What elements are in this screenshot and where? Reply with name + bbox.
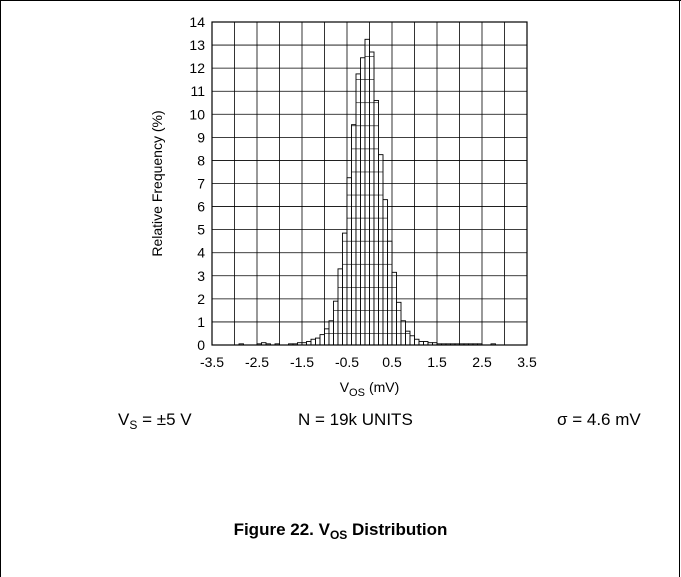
x-axis-label-main: V bbox=[340, 379, 350, 395]
plot-border bbox=[211, 21, 528, 346]
histogram-bar bbox=[333, 300, 339, 346]
histogram-bar bbox=[391, 271, 397, 346]
y-tick-label: 11 bbox=[190, 83, 205, 99]
histogram-bar bbox=[369, 51, 375, 346]
x-tick-label: -2.5 bbox=[245, 354, 269, 370]
supply-voltage-subscript: S bbox=[129, 418, 138, 432]
x-tick-label: -3.5 bbox=[200, 354, 224, 370]
x-axis-label-sub: OS bbox=[349, 387, 365, 399]
y-tick-label: 6 bbox=[197, 199, 205, 215]
x-tick-label: -0.5 bbox=[335, 354, 359, 370]
x-tick-label: 3.5 bbox=[517, 354, 537, 370]
histogram-bar bbox=[346, 177, 352, 346]
histogram-bar bbox=[414, 338, 420, 346]
y-tick-label: 3 bbox=[197, 268, 205, 284]
histogram-bar bbox=[342, 232, 348, 346]
x-axis-label-unit: (mV) bbox=[369, 379, 399, 395]
x-tick-label: 2.5 bbox=[472, 354, 492, 370]
histogram-bar bbox=[360, 57, 366, 346]
histogram-bar bbox=[409, 335, 415, 346]
supply-voltage-condition: VS = ±5 V bbox=[118, 410, 192, 432]
y-tick-label: 5 bbox=[197, 222, 205, 238]
histogram-bar bbox=[315, 337, 321, 346]
histogram-bar bbox=[382, 199, 388, 346]
y-tick-label: 2 bbox=[197, 291, 205, 307]
y-tick-label: 8 bbox=[197, 152, 205, 168]
x-tick-label: 1.5 bbox=[427, 354, 447, 370]
supply-voltage-value: = ±5 V bbox=[137, 410, 192, 429]
y-tick-label: 0 bbox=[197, 337, 205, 353]
histogram-bar bbox=[324, 328, 330, 346]
supply-voltage-symbol: V bbox=[118, 410, 130, 429]
caption-suffix: Distribution bbox=[347, 520, 448, 539]
y-axis-label: Relative Frequency (%) bbox=[149, 110, 165, 256]
x-axis-label: VOS (mV) bbox=[340, 379, 400, 399]
sigma-condition: σ = 4.6 mV bbox=[557, 410, 641, 429]
histogram-bar bbox=[387, 240, 393, 346]
caption-subscript: OS bbox=[329, 528, 348, 542]
unit-count-condition: N = 19k UNITS bbox=[298, 410, 413, 429]
histogram-bar bbox=[400, 320, 406, 346]
frame-top-border bbox=[0, 0, 681, 1]
histogram-bar bbox=[310, 338, 316, 346]
y-tick-label: 7 bbox=[197, 176, 205, 192]
histogram-bar bbox=[396, 301, 402, 346]
y-tick-label: 12 bbox=[189, 60, 205, 76]
y-tick-label: 9 bbox=[197, 129, 205, 145]
caption-prefix: Figure 22. V bbox=[233, 520, 330, 539]
y-tick-label: 4 bbox=[197, 245, 205, 261]
y-tick-label: 14 bbox=[189, 14, 205, 30]
histogram-bar bbox=[328, 320, 334, 346]
histogram-bar bbox=[319, 334, 325, 346]
figure-caption: Figure 22. VOS Distribution bbox=[0, 520, 681, 542]
x-tick-label: 0.5 bbox=[382, 354, 402, 370]
y-tick-label: 1 bbox=[197, 314, 205, 330]
x-tick-label: -1.5 bbox=[290, 354, 314, 370]
histogram-bar bbox=[351, 124, 357, 346]
y-tick-label: 10 bbox=[189, 106, 205, 122]
y-tick-label: 13 bbox=[189, 37, 205, 53]
